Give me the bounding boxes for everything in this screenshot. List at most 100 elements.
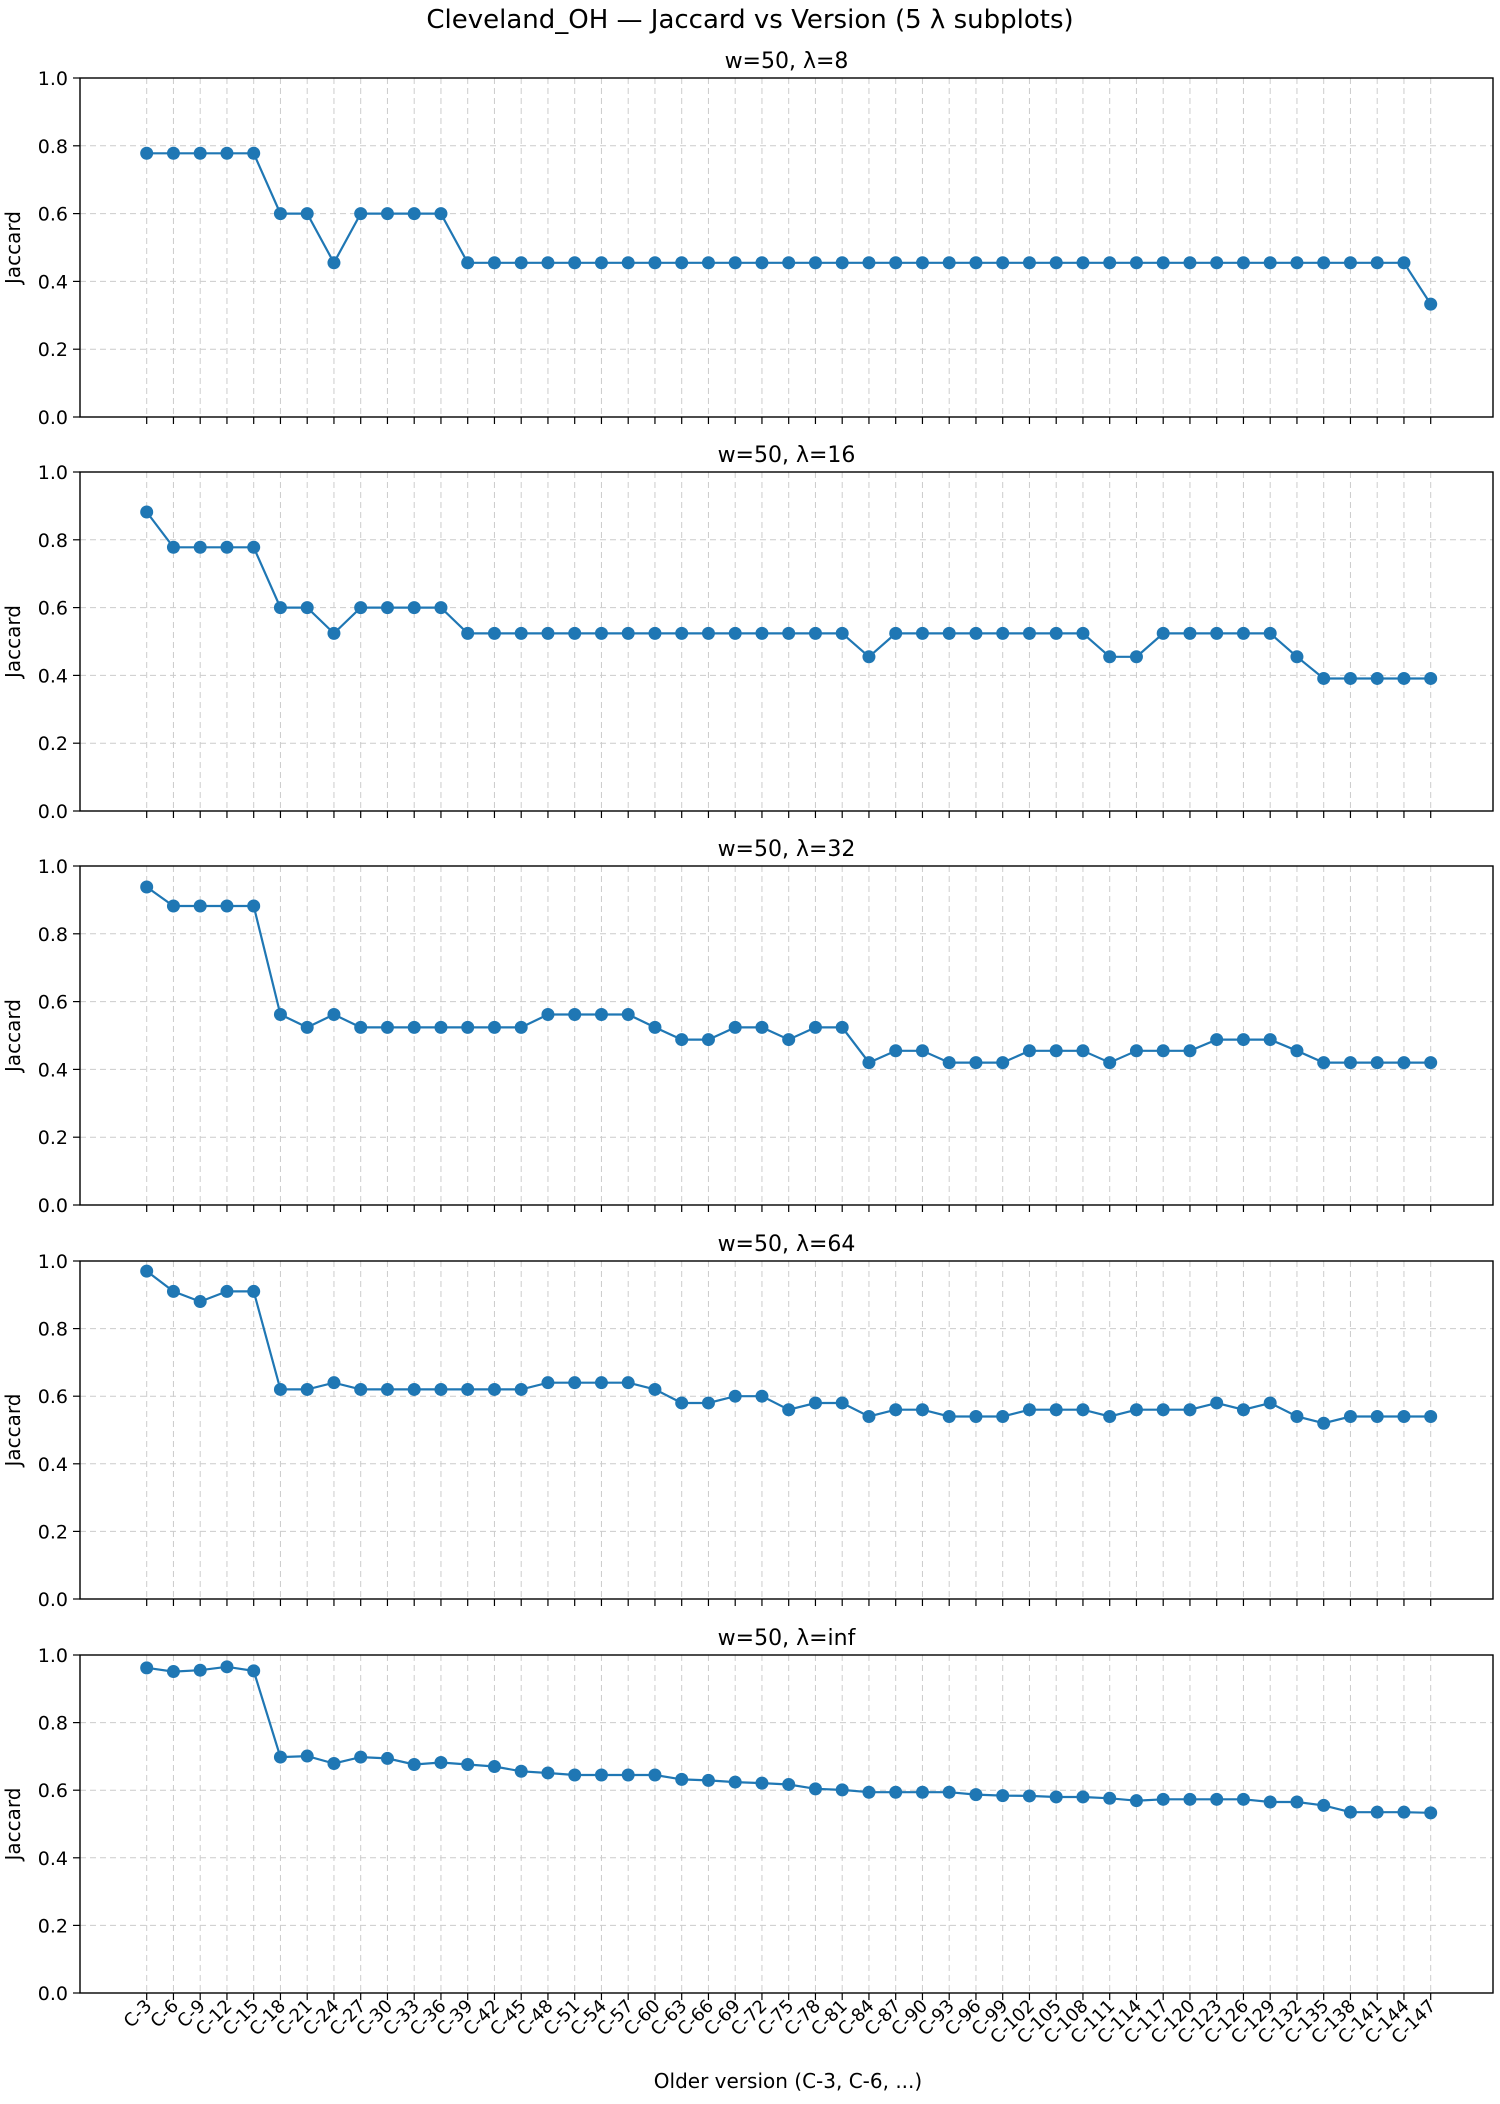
- data-point: [1317, 1798, 1331, 1812]
- data-point: [487, 626, 501, 640]
- data-point: [648, 1768, 662, 1782]
- data-point: [1210, 1396, 1224, 1410]
- data-point: [1317, 671, 1331, 685]
- data-point: [594, 1376, 608, 1390]
- data-point: [1370, 671, 1384, 685]
- data-point: [701, 1773, 715, 1787]
- data-point: [1156, 1044, 1170, 1058]
- data-point: [862, 256, 876, 270]
- data-point: [220, 540, 234, 554]
- data-point: [461, 256, 475, 270]
- data-point: [1397, 1409, 1411, 1423]
- data-point: [1397, 1056, 1411, 1070]
- y-tick-label: 0.8: [38, 1713, 68, 1735]
- subplot-title: w=50, λ=32: [718, 837, 856, 862]
- data-point: [594, 1768, 608, 1782]
- subplot-4: w=50, λ=64 0.0 0.2 0.4 0.6 0.8 1.0 Jaccard: [1, 1232, 1494, 1611]
- data-point: [1236, 626, 1250, 640]
- data-point: [889, 256, 903, 270]
- subplot-title: w=50, λ=inf: [718, 1626, 857, 1651]
- data-point: [1263, 626, 1277, 640]
- data-point: [1156, 1403, 1170, 1417]
- data-point: [273, 207, 287, 221]
- data-point: [354, 1750, 368, 1764]
- subplot-1: w=50, λ=8 0.0 0.2 0.4 0.6 0.8 1.0 Jaccard: [1, 49, 1494, 429]
- axes-frame: [79, 1654, 1494, 1994]
- data-point: [942, 1409, 956, 1423]
- data-point: [808, 1782, 822, 1796]
- data-point: [407, 601, 421, 615]
- data-point: [407, 1382, 421, 1396]
- data-point: [1343, 1409, 1357, 1423]
- data-point: [969, 1056, 983, 1070]
- data-point: [1076, 1790, 1090, 1804]
- data-point: [1370, 1805, 1384, 1819]
- data-point: [889, 1044, 903, 1058]
- y-tick-label: 0.0: [38, 1983, 68, 2005]
- data-point: [1022, 1789, 1036, 1803]
- data-point: [487, 1020, 501, 1034]
- y-tick-label: 0.8: [38, 924, 68, 946]
- y-axis-label: Jaccard: [1, 999, 25, 1074]
- data-point: [166, 1284, 180, 1298]
- data-point: [487, 1760, 501, 1774]
- data-point: [755, 1020, 769, 1034]
- data-point: [434, 207, 448, 221]
- data-point: [140, 1661, 154, 1675]
- data-point: [808, 1020, 822, 1034]
- data-point: [621, 256, 635, 270]
- data-point: [327, 626, 341, 640]
- data-point: [835, 1396, 849, 1410]
- data-point: [220, 1660, 234, 1674]
- data-point: [728, 1775, 742, 1789]
- data-point: [193, 1663, 207, 1677]
- axes-frame: [79, 1260, 1494, 1600]
- y-tick-label: 0.4: [38, 1059, 68, 1081]
- data-point: [1263, 1795, 1277, 1809]
- y-tick-label: 0.4: [38, 1848, 68, 1870]
- data-point: [327, 1007, 341, 1021]
- data-point: [621, 626, 635, 640]
- data-point: [434, 601, 448, 615]
- data-point: [1156, 1792, 1170, 1806]
- data-point: [1263, 256, 1277, 270]
- data-point: [1049, 626, 1063, 640]
- data-point: [1049, 1403, 1063, 1417]
- data-point: [273, 601, 287, 615]
- data-point: [755, 1389, 769, 1403]
- y-tick-label: 0.6: [38, 598, 68, 620]
- data-point: [889, 1403, 903, 1417]
- data-point: [1236, 256, 1250, 270]
- data-point: [300, 1020, 314, 1034]
- data-point: [755, 1776, 769, 1790]
- data-point: [1022, 1403, 1036, 1417]
- data-point: [969, 1409, 983, 1423]
- y-tick-label: 1.0: [38, 462, 68, 484]
- y-tick-label: 0.6: [38, 204, 68, 226]
- data-point: [942, 256, 956, 270]
- data-point: [1022, 1044, 1036, 1058]
- data-point: [220, 899, 234, 913]
- data-point: [1183, 626, 1197, 640]
- data-point: [541, 1007, 555, 1021]
- data-point: [568, 626, 582, 640]
- data-point: [568, 1376, 582, 1390]
- y-tick-label: 0.0: [38, 407, 68, 429]
- data-point: [193, 540, 207, 554]
- data-point: [1103, 1409, 1117, 1423]
- data-point: [1103, 650, 1117, 664]
- y-tick-label: 0.0: [38, 801, 68, 823]
- data-point: [1049, 256, 1063, 270]
- data-point: [808, 626, 822, 640]
- data-point: [1183, 1403, 1197, 1417]
- data-point: [166, 540, 180, 554]
- data-point: [862, 1056, 876, 1070]
- data-point: [594, 626, 608, 640]
- data-point: [675, 626, 689, 640]
- data-point: [1022, 256, 1036, 270]
- data-point: [621, 1007, 635, 1021]
- data-point: [1049, 1044, 1063, 1058]
- data-point: [1076, 256, 1090, 270]
- data-point: [1290, 650, 1304, 664]
